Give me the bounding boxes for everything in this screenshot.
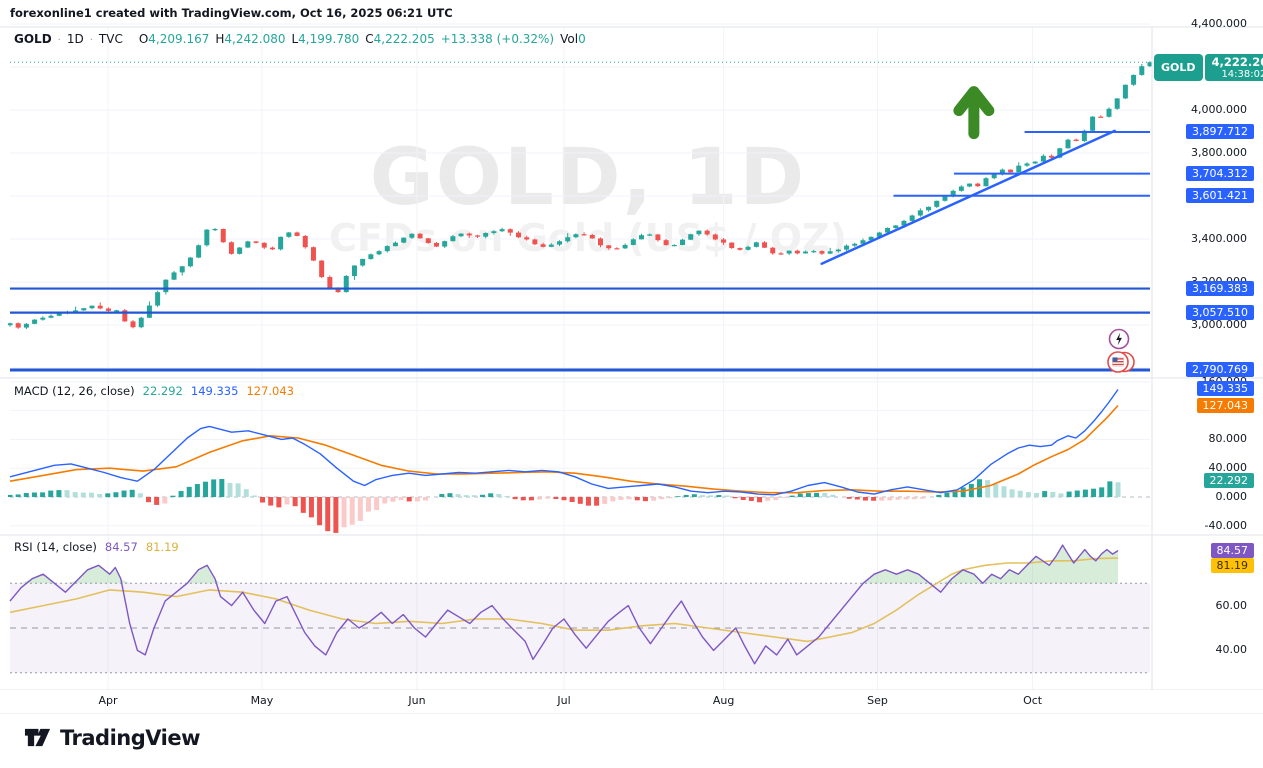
rsi-value-badge: 81.19: [1210, 558, 1254, 574]
tradingview-brand-text: TradingView: [60, 725, 200, 750]
macd-signal-line: [9, 404, 1119, 494]
month-label-apr: Apr: [98, 694, 118, 707]
legend-change: +13.338 (+0.32%): [440, 32, 555, 46]
macd-histogram: [8, 479, 1121, 533]
tradingview-footer[interactable]: TradingView: [24, 724, 200, 751]
price-tick-label: 4,000.000: [1191, 103, 1247, 116]
rsi-legend: RSI (14, close) 84.57 81.19: [14, 540, 179, 554]
month-label-sep: Sep: [867, 694, 888, 707]
grid-lines: [10, 23, 1150, 690]
macd-tick-label: 80.000: [1208, 432, 1248, 446]
month-label-jul: Jul: [557, 694, 571, 707]
rsi-line: [9, 544, 1119, 665]
rsi-ma-value: 81.19: [145, 540, 179, 554]
macd-pane: [8, 389, 1150, 533]
legend-exchange: TVC: [98, 32, 123, 46]
month-label-jun: Jun: [408, 694, 426, 707]
us-economic-event-icon[interactable]: [1107, 350, 1137, 378]
bar-countdown: 14:38:02: [1221, 69, 1263, 80]
month-label-oct: Oct: [1023, 694, 1043, 707]
macd-line-value: 149.335: [190, 384, 239, 398]
price-tick-label: 4,400.000: [1191, 17, 1247, 30]
watermark-description: CFDs on Gold (US$ / OZ): [329, 216, 847, 260]
rsi-value-badge: 84.57: [1210, 542, 1254, 558]
legend-low: L4,199.780: [291, 32, 360, 46]
price-tick-label: 3,400.000: [1191, 232, 1247, 245]
rsi-tick-label: 60.00: [1215, 598, 1248, 612]
price-tick-label: 3,000.000: [1191, 318, 1247, 331]
price-tick-label: 3,800.000: [1191, 146, 1247, 159]
macd-title[interactable]: MACD (12, 26, close): [14, 384, 135, 398]
rsi-tick-label: 40.00: [1215, 643, 1248, 657]
macd-value-badge: 22.292: [1203, 472, 1254, 488]
macd-tick-label: 40.000: [1208, 461, 1248, 475]
price-level-badge: 2,790.769: [1186, 361, 1254, 377]
macd-value-badge: 149.335: [1196, 381, 1254, 397]
macd-legend: MACD (12, 26, close) 22.292 149.335 127.…: [14, 384, 294, 398]
earnings-lightning-icon[interactable]: [1108, 328, 1130, 354]
tradingview-logo-icon: [24, 728, 51, 747]
last-price-badge: GOLD 4,222.205 14:38:02: [1154, 54, 1263, 81]
macd-tick-label: 0.000: [1215, 490, 1248, 503]
legend-open: O4,209.167: [138, 32, 210, 46]
price-level-badge: 3,169.383: [1186, 280, 1254, 296]
legend-symbol[interactable]: GOLD: [14, 32, 52, 46]
legend-close: C4,222.205: [365, 32, 435, 46]
price-pane: [8, 61, 1152, 372]
watermark-symbol: GOLD, 1D: [369, 133, 807, 223]
price-level-badge: 3,704.312: [1186, 165, 1254, 181]
chart-canvas[interactable]: [0, 0, 1263, 714]
support-resistance-lines[interactable]: [10, 130, 1150, 372]
price-axis[interactable]: GOLD 4,222.205 14:38:02 4,400.000 4,000.0…: [1152, 17, 1263, 713]
macd-value-badge: 127.043: [1196, 397, 1254, 413]
macd-tick-label: -40.000: [1204, 518, 1247, 532]
macd-hist-value: 22.292: [142, 384, 183, 398]
attribution-text: forexonline1 created with TradingView.co…: [10, 6, 453, 20]
legend-interval[interactable]: 1D: [66, 32, 84, 46]
candlestick-series: [8, 61, 1152, 330]
price-level-badge: 3,897.712: [1186, 123, 1254, 139]
legend-separator: ·: [89, 35, 93, 46]
month-label-may: May: [250, 694, 274, 707]
trendline-drawing[interactable]: [820, 129, 1116, 265]
us-flag-glyph: [1112, 356, 1124, 367]
macd-signal-value: 127.043: [246, 384, 294, 398]
last-price-symbol: GOLD: [1154, 54, 1203, 81]
time-axis[interactable]: Apr May Jun Jul Aug Sep Oct: [0, 690, 1263, 713]
price-level-badge: 3,057.510: [1186, 304, 1254, 320]
last-price-value: 4,222.205: [1211, 55, 1263, 69]
symbol-legend: GOLD · 1D · TVC O4,209.167 H4,242.080 L4…: [14, 32, 586, 46]
rsi-ma-line: [9, 557, 1119, 643]
up-arrow-drawing[interactable]: [953, 86, 995, 140]
legend-high: H4,242.080: [215, 32, 286, 46]
rsi-title[interactable]: RSI (14, close): [14, 540, 97, 554]
rsi-pane: [9, 544, 1150, 674]
price-level-badge: 3,601.421: [1186, 187, 1254, 203]
rsi-value: 84.57: [104, 540, 138, 554]
legend-volume: Vol0: [560, 32, 586, 46]
month-label-aug: Aug: [712, 694, 735, 707]
legend-separator: ·: [57, 35, 61, 46]
macd-line: [9, 389, 1119, 496]
